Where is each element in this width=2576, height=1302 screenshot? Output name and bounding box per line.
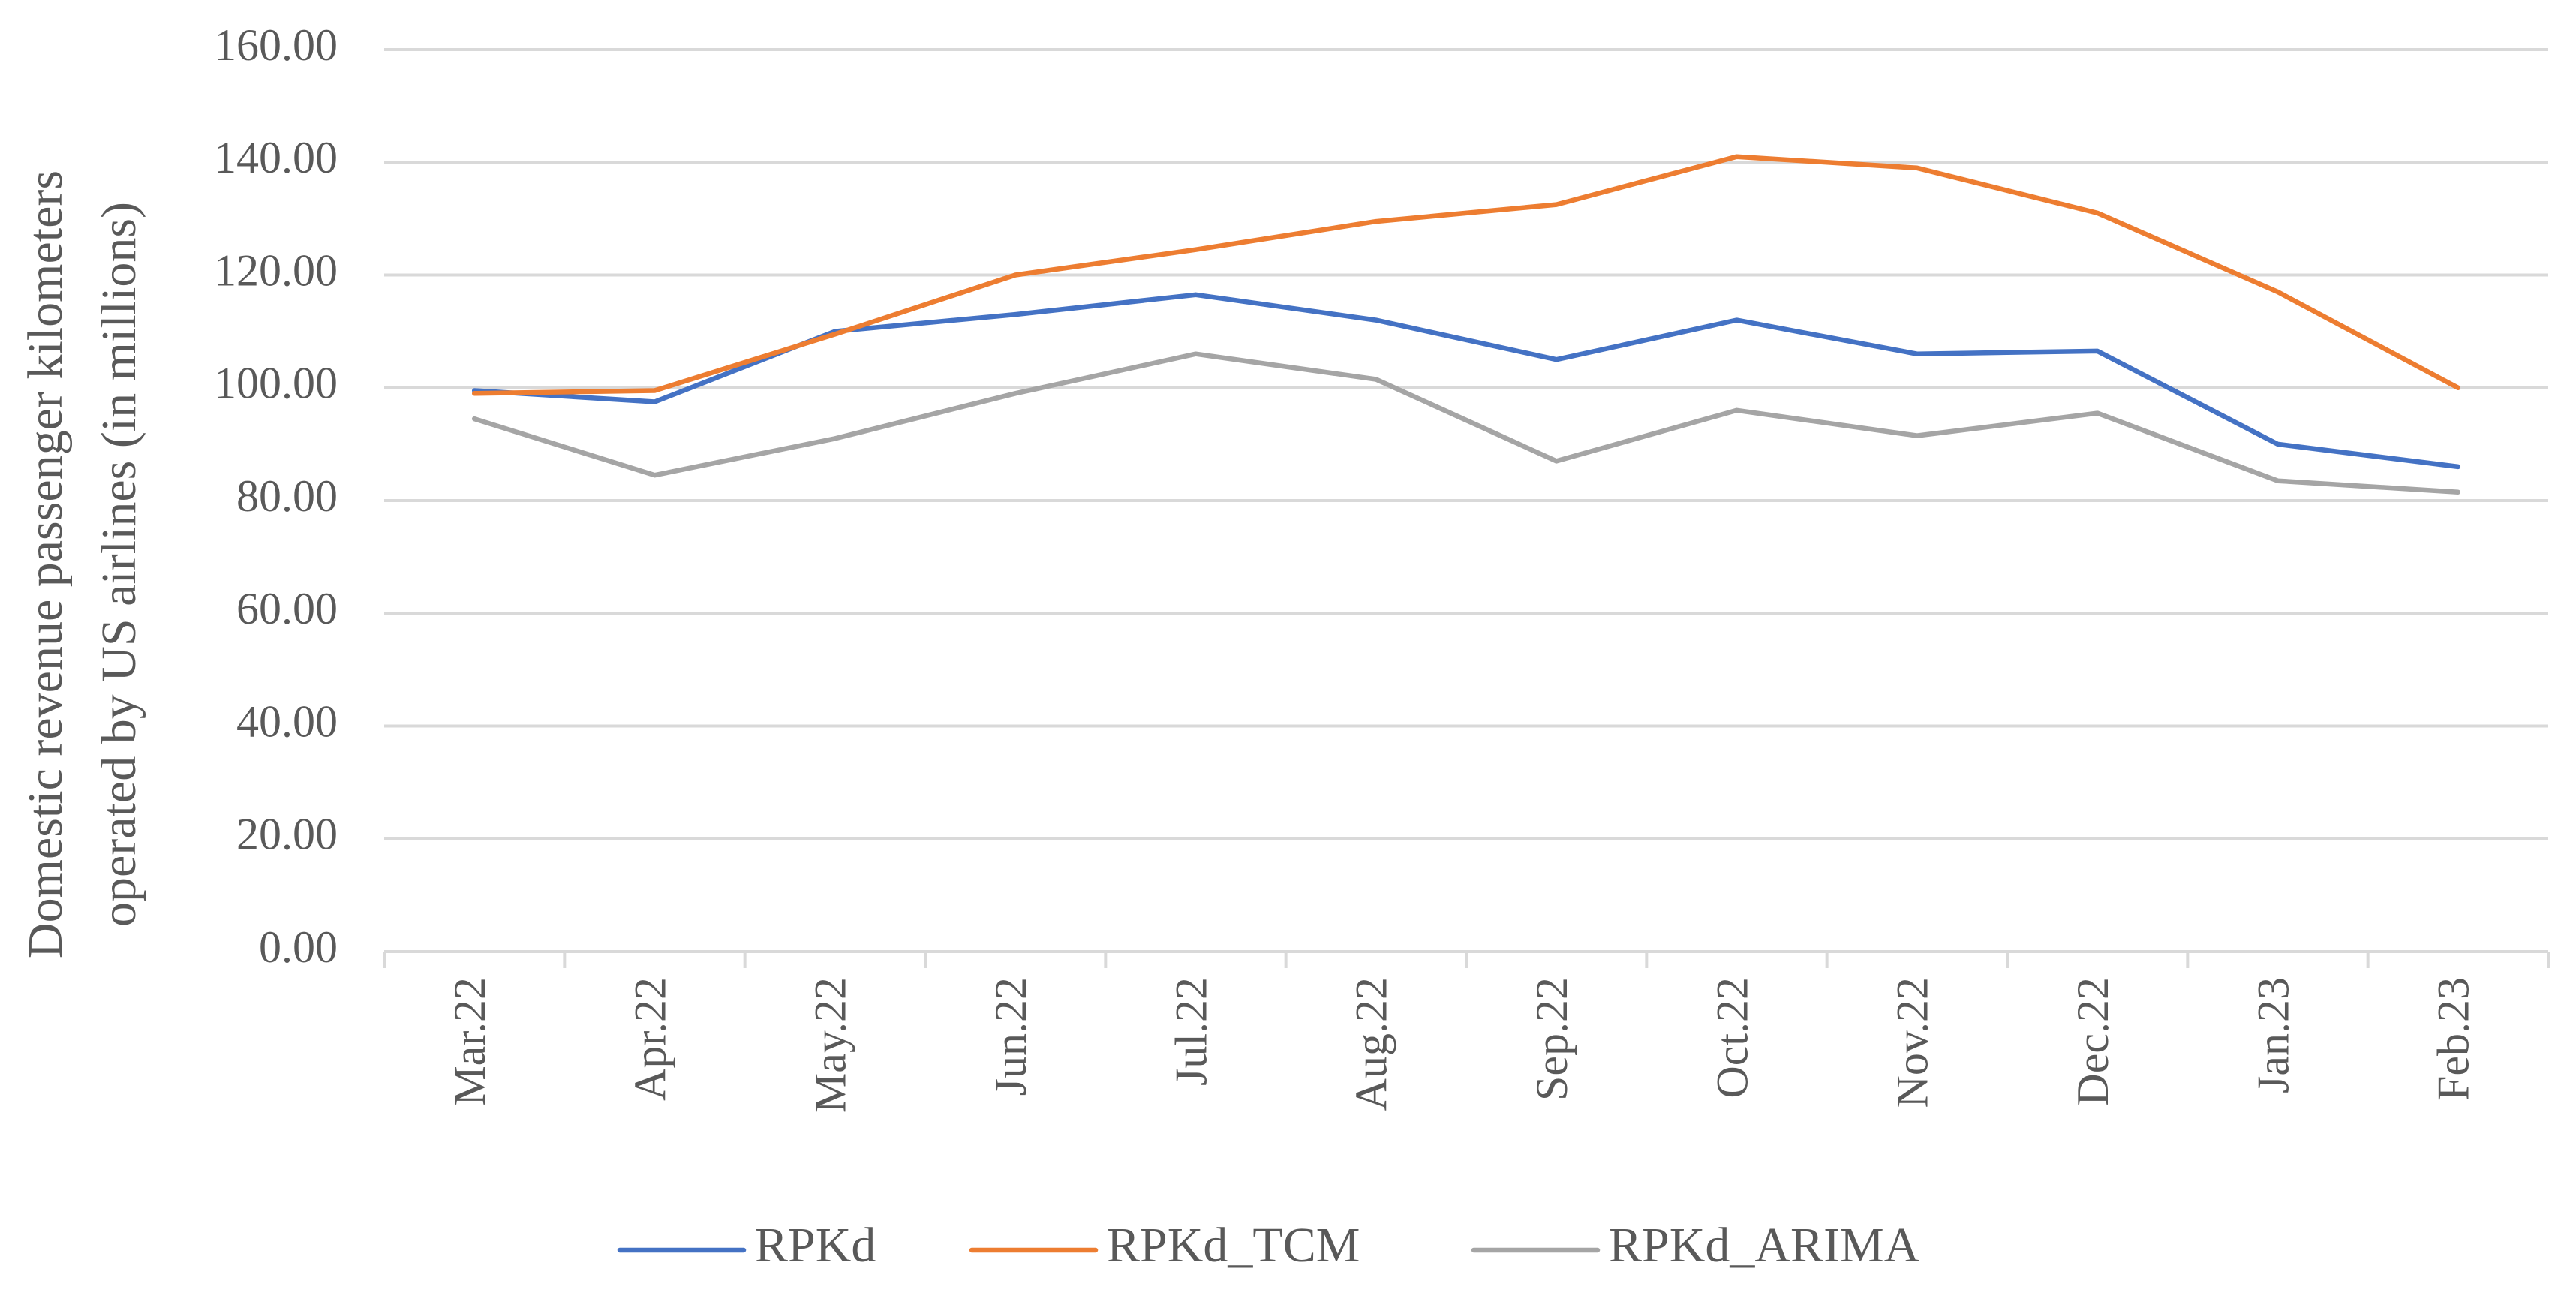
- legend-item: RPKd_TCM: [969, 1218, 1360, 1273]
- legend: RPKd RPKd_TCM RPKd_ARIMA: [617, 1218, 1920, 1273]
- y-axis-tick-labels: 0.00 20.00 40.00 60.00 80.00 100.00 120.00 140.…: [214, 20, 338, 972]
- legend-label: RPKd_ARIMA: [1609, 1218, 1920, 1273]
- x-tick-label: Jun.22: [986, 977, 1036, 1096]
- x-tick-label: Sep.22: [1527, 977, 1577, 1101]
- gridlines: [384, 48, 2548, 840]
- x-tick-label: Dec.22: [2068, 977, 2118, 1106]
- series-line-rpkd: [471, 292, 2461, 470]
- y-tick-label: 160.00: [214, 20, 338, 70]
- x-tick-label: May.22: [806, 977, 855, 1113]
- x-tick-label: Mar.22: [445, 977, 494, 1106]
- y-axis-title-line-1: Domestic revenue passenger kilometers: [18, 170, 73, 958]
- series-lines: [471, 154, 2461, 495]
- x-tick-label: Feb.23: [2429, 977, 2478, 1101]
- y-tick-label: 40.00: [236, 696, 338, 746]
- y-tick-label: 120.00: [214, 245, 338, 295]
- legend-label: RPKd_TCM: [1107, 1218, 1360, 1273]
- legend-label: RPKd: [755, 1218, 876, 1273]
- x-axis-tick-labels: Mar.22 Apr.22 May.22 Jun.22 Jul.22 Aug.22 Sep.…: [445, 977, 2478, 1113]
- x-tick-label: Apr.22: [625, 977, 675, 1101]
- x-tick-label: Oct.22: [1707, 977, 1757, 1099]
- x-tick-label: Nov.22: [1888, 977, 1937, 1108]
- x-tick-label: Jul.22: [1166, 977, 1216, 1086]
- series-line-rpkd-arima: [471, 351, 2461, 495]
- x-tick-label: Aug.22: [1347, 977, 1396, 1111]
- y-tick-label: 100.00: [214, 359, 338, 408]
- legend-item: RPKd: [617, 1218, 876, 1273]
- y-tick-label: 60.00: [236, 584, 338, 633]
- y-tick-label: 140.00: [214, 133, 338, 182]
- y-tick-label: 20.00: [236, 810, 338, 859]
- x-axis: [383, 950, 2550, 968]
- series-line-rpkd-tcm: [471, 154, 2461, 396]
- y-axis-title: Domestic revenue passenger kilometers op…: [18, 170, 146, 958]
- legend-item: RPKd_ARIMA: [1471, 1218, 1920, 1273]
- x-tick-label: Jan.23: [2248, 977, 2298, 1093]
- y-tick-label: 80.00: [236, 471, 338, 521]
- y-tick-label: 0.00: [259, 922, 338, 972]
- y-axis-title-line-2: operated by US airlines (in millions): [92, 202, 146, 927]
